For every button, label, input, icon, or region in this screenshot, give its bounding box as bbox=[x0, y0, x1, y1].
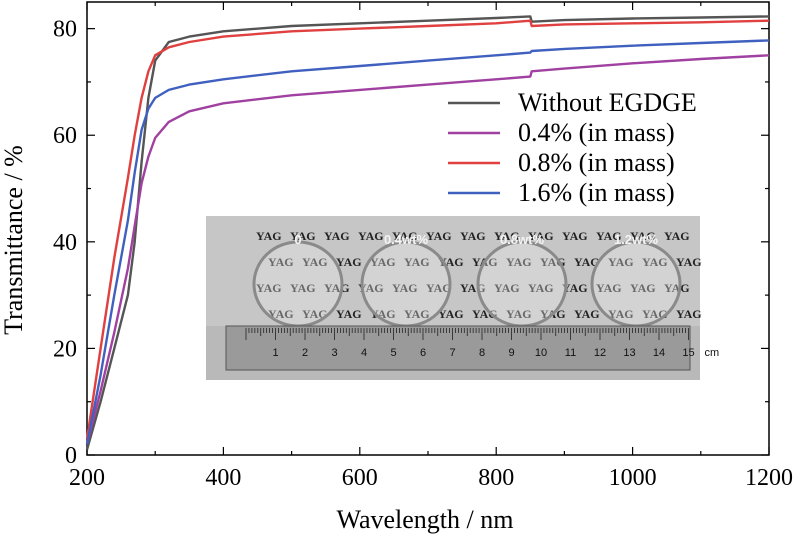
photo-yag-text: YAG bbox=[596, 229, 622, 243]
photo-yag-text: YAG bbox=[370, 307, 396, 321]
x-axis-title: Wavelength / nm bbox=[337, 505, 514, 534]
ruler-number: 4 bbox=[361, 347, 367, 359]
photo-yag-text: YAG bbox=[664, 281, 690, 295]
sample-label: 0.8wt% bbox=[500, 232, 545, 247]
photo-yag-text: YAG bbox=[494, 229, 520, 243]
x-tick-label: 800 bbox=[478, 465, 514, 491]
sample-label: 1.2wt% bbox=[614, 232, 659, 247]
photo-yag-text: YAG bbox=[302, 307, 328, 321]
ruler-number: 13 bbox=[623, 347, 635, 359]
photo-yag-text: YAG bbox=[324, 229, 350, 243]
photo-yag-text: YAG bbox=[392, 229, 418, 243]
y-tick-label: 20 bbox=[53, 336, 77, 362]
ruler-number: 9 bbox=[508, 347, 514, 359]
photo-yag-text: YAG bbox=[528, 229, 554, 243]
photo-paper bbox=[206, 216, 700, 326]
x-tick-label: 1000 bbox=[609, 465, 657, 491]
ruler-number: 8 bbox=[479, 347, 485, 359]
photo-yag-text: YAG bbox=[596, 281, 622, 295]
photo-yag-text: YAG bbox=[404, 255, 430, 269]
photo-yag-text: YAG bbox=[494, 281, 520, 295]
ruler-number: 14 bbox=[653, 347, 665, 359]
ruler-number: 5 bbox=[390, 347, 396, 359]
photo-yag-text: YAG bbox=[528, 281, 554, 295]
sample-disc bbox=[476, 240, 568, 328]
photo-yag-text: YAG bbox=[642, 255, 668, 269]
ruler-unit: cm bbox=[705, 347, 720, 359]
photo-yag-text: YAG bbox=[574, 255, 600, 269]
photo-yag-text: YAG bbox=[290, 281, 316, 295]
photo-yag-text: YAG bbox=[358, 229, 384, 243]
photo-yag-text: YAG bbox=[268, 255, 294, 269]
photo-yag-text: YAG bbox=[540, 255, 566, 269]
y-tick-label: 80 bbox=[53, 17, 77, 43]
photo-yag-text: YAG bbox=[336, 307, 362, 321]
legend-label: 0.4% (in mass) bbox=[518, 118, 675, 147]
photo-yag-text: YAG bbox=[290, 229, 316, 243]
ruler-number: 1 bbox=[272, 347, 278, 359]
x-tick-label: 1200 bbox=[745, 465, 793, 491]
photo-yag-text: YAG bbox=[426, 229, 452, 243]
photo-yag-text: YAG bbox=[562, 229, 588, 243]
ruler-number: 3 bbox=[331, 347, 337, 359]
photo-yag-text: YAG bbox=[438, 307, 464, 321]
sample-disc bbox=[590, 240, 682, 328]
photo-yag-text: YAG bbox=[392, 281, 418, 295]
legend-label: Without EGDGE bbox=[518, 88, 697, 117]
photo-yag-text: YAG bbox=[358, 281, 384, 295]
series-line bbox=[85, 39, 770, 445]
y-tick-label: 0 bbox=[65, 443, 77, 469]
ruler-number: 11 bbox=[565, 347, 576, 359]
photo-yag-text: YAG bbox=[460, 229, 486, 243]
photo-yag-text: YAG bbox=[472, 307, 498, 321]
photo-yag-text: YAG bbox=[426, 281, 452, 295]
ruler-number: 7 bbox=[449, 347, 455, 359]
photo-yag-text: YAG bbox=[562, 281, 588, 295]
ruler bbox=[225, 325, 691, 371]
photo-yag-text: YAG bbox=[664, 229, 690, 243]
sample-disc bbox=[252, 240, 344, 328]
photo-yag-text: YAG bbox=[506, 307, 532, 321]
x-tick-label: 600 bbox=[342, 465, 378, 491]
y-tick-label: 60 bbox=[53, 123, 77, 149]
photo-yag-text: YAG bbox=[676, 307, 702, 321]
series-line bbox=[85, 15, 770, 451]
inset-photo: YAG YAG YAG YAG YAG YAG YAG YAG YAG YAG YAG YAG YAG Y… bbox=[206, 216, 719, 380]
series-line bbox=[85, 19, 770, 440]
photo-yag-text: YAG bbox=[256, 281, 282, 295]
photo-yag-text: YAG bbox=[302, 255, 328, 269]
sample-disc bbox=[360, 240, 452, 328]
series-lines bbox=[85, 15, 770, 451]
sample-label: 0.4wt% bbox=[384, 232, 429, 247]
ruler-number: 2 bbox=[302, 347, 308, 359]
ruler-number: 6 bbox=[420, 347, 426, 359]
photo-yag-text: YAG bbox=[336, 255, 362, 269]
ruler-number: 12 bbox=[594, 347, 606, 359]
photo-yag-text: YAG bbox=[506, 255, 532, 269]
series-line bbox=[85, 54, 770, 445]
y-axis-title: Transmittance / % bbox=[0, 145, 28, 335]
photo-yag-text: YAG bbox=[630, 229, 656, 243]
photo-yag-text: YAG bbox=[256, 229, 282, 243]
legend-label: 0.8% (in mass) bbox=[518, 148, 675, 177]
photo-yag-text: YAG bbox=[608, 307, 634, 321]
legend-label: 1.6% (in mass) bbox=[518, 178, 675, 207]
ruler-number: 15 bbox=[682, 347, 694, 359]
photo-yag-text: YAG bbox=[268, 307, 294, 321]
sample-label: 0 bbox=[294, 232, 301, 247]
x-tick-label: 200 bbox=[69, 465, 105, 491]
photo-yag-text: YAG bbox=[404, 307, 430, 321]
x-tick-label: 400 bbox=[205, 465, 241, 491]
y-tick-label: 40 bbox=[53, 230, 77, 256]
photo-yag-text: YAG bbox=[574, 307, 600, 321]
photo-yag-text: YAG bbox=[630, 281, 656, 295]
photo-yag-text: YAG bbox=[370, 255, 396, 269]
ruler-number: 10 bbox=[535, 347, 547, 359]
photo-yag-text: YAG bbox=[608, 255, 634, 269]
photo-yag-text: YAG bbox=[676, 255, 702, 269]
